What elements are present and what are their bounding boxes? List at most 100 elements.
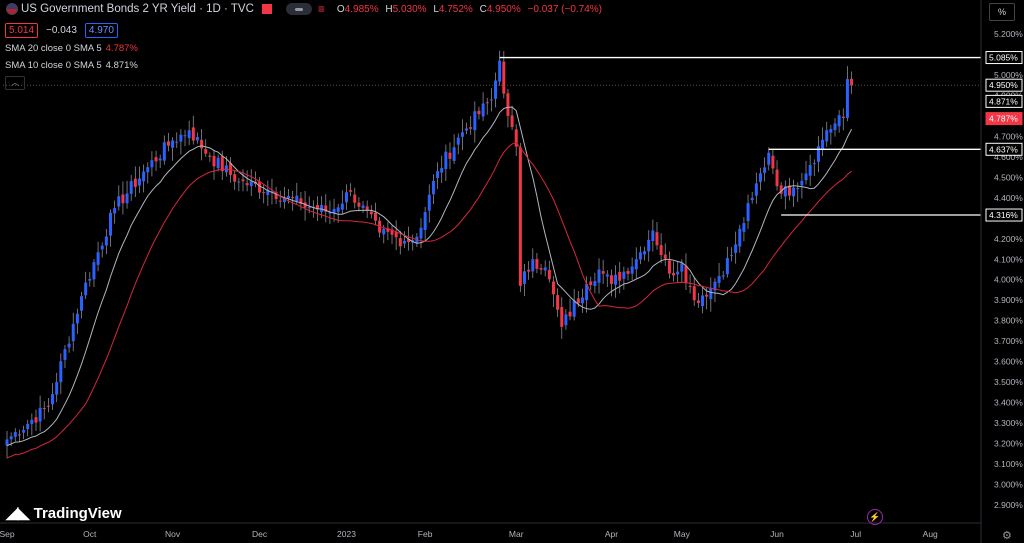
candle-body[interactable] <box>320 204 324 212</box>
candle-body[interactable] <box>332 208 336 213</box>
candle-body[interactable] <box>721 275 725 277</box>
candle-body[interactable] <box>154 157 158 162</box>
candle-body[interactable] <box>262 192 266 194</box>
candle-body[interactable] <box>667 260 671 274</box>
candle-body[interactable] <box>200 139 204 149</box>
candle-body[interactable] <box>556 295 560 310</box>
candle-body[interactable] <box>444 151 448 169</box>
candle-body[interactable] <box>688 285 692 287</box>
candle-body[interactable] <box>63 349 67 360</box>
candle-body[interactable] <box>212 155 216 167</box>
candle-body[interactable] <box>825 130 829 142</box>
candle-body[interactable] <box>502 61 506 94</box>
candle-body[interactable] <box>531 259 535 272</box>
candle-body[interactable] <box>787 185 791 196</box>
candle-body[interactable] <box>237 181 241 183</box>
candle-body[interactable] <box>195 136 199 141</box>
candle-body[interactable] <box>113 208 117 214</box>
candle-body[interactable] <box>560 307 564 327</box>
candle-body[interactable] <box>705 294 709 297</box>
candle-body[interactable] <box>17 434 21 436</box>
settings-gear-icon[interactable]: ⚙ <box>1002 530 1012 542</box>
candle-body[interactable] <box>55 382 59 395</box>
candle-body[interactable] <box>303 202 307 208</box>
candle-body[interactable] <box>30 419 34 424</box>
candle-body[interactable] <box>431 180 435 195</box>
candle-body[interactable] <box>22 430 26 433</box>
candle-body[interactable] <box>605 274 609 277</box>
candle-body[interactable] <box>407 238 411 242</box>
candle-body[interactable] <box>465 128 469 131</box>
candle-body[interactable] <box>125 193 129 204</box>
candle-body[interactable] <box>278 200 282 202</box>
candle-body[interactable] <box>833 123 837 131</box>
candle-body[interactable] <box>258 181 262 193</box>
candle-body[interactable] <box>489 99 493 101</box>
candle-body[interactable] <box>5 439 9 446</box>
candle-body[interactable] <box>543 267 547 271</box>
candle-body[interactable] <box>808 165 812 176</box>
alert-icon[interactable] <box>261 4 272 14</box>
candle-body[interactable] <box>684 265 688 283</box>
candle-body[interactable] <box>812 163 816 165</box>
candle-body[interactable] <box>245 183 249 186</box>
candle-body[interactable] <box>754 183 758 196</box>
candle-body[interactable] <box>229 162 233 175</box>
candle-body[interactable] <box>734 244 738 253</box>
candle-body[interactable] <box>850 78 854 86</box>
candle-body[interactable] <box>498 60 502 82</box>
candle-body[interactable] <box>547 269 551 280</box>
candle-body[interactable] <box>692 286 696 301</box>
candle-body[interactable] <box>469 127 473 129</box>
candle-body[interactable] <box>655 232 659 246</box>
candle-body[interactable] <box>725 258 729 275</box>
candle-body[interactable] <box>88 279 92 281</box>
candle-body[interactable] <box>494 80 498 99</box>
candle-body[interactable] <box>150 160 154 168</box>
candle-body[interactable] <box>845 79 849 118</box>
candle-body[interactable] <box>46 405 50 407</box>
candle-body[interactable] <box>539 268 543 270</box>
candle-body[interactable] <box>142 171 146 182</box>
candle-body[interactable] <box>324 205 328 212</box>
candle-body[interactable] <box>456 137 460 145</box>
candle-body[interactable] <box>162 142 166 161</box>
candle-body[interactable] <box>419 227 423 239</box>
candle-body[interactable] <box>775 169 779 187</box>
candle-body[interactable] <box>291 197 295 199</box>
candle-body[interactable] <box>42 408 46 410</box>
candle-body[interactable] <box>423 212 427 230</box>
candle-body[interactable] <box>485 102 489 104</box>
candle-body[interactable] <box>171 140 175 148</box>
candle-body[interactable] <box>316 205 319 210</box>
candle-body[interactable] <box>506 93 510 116</box>
candle-body[interactable] <box>800 180 804 186</box>
candle-body[interactable] <box>659 245 663 256</box>
candle-body[interactable] <box>622 271 626 279</box>
candle-body[interactable] <box>361 205 365 209</box>
candle-body[interactable] <box>287 196 291 198</box>
candle-body[interactable] <box>80 296 84 311</box>
candle-body[interactable] <box>208 155 212 157</box>
candle-body[interactable] <box>166 141 170 146</box>
candle-body[interactable] <box>738 228 742 247</box>
candle-body[interactable] <box>593 281 597 287</box>
candle-body[interactable] <box>564 314 568 326</box>
candle-body[interactable] <box>233 174 237 182</box>
candle-body[interactable] <box>26 423 30 430</box>
candle-body[interactable] <box>771 155 775 169</box>
candle-body[interactable] <box>634 259 638 270</box>
candle-body[interactable] <box>473 111 477 131</box>
candle-body[interactable] <box>460 132 464 137</box>
candle-body[interactable] <box>282 198 286 203</box>
candle-body[interactable] <box>841 116 845 118</box>
candle-body[interactable] <box>241 179 245 182</box>
candle-body[interactable] <box>104 236 108 246</box>
candle-body[interactable] <box>13 432 17 437</box>
candle-body[interactable] <box>336 207 340 212</box>
candle-body[interactable] <box>514 129 518 147</box>
candle-body[interactable] <box>618 271 622 281</box>
candle-body[interactable] <box>630 266 634 274</box>
candle-body[interactable] <box>67 343 71 348</box>
candle-body[interactable] <box>643 251 647 255</box>
